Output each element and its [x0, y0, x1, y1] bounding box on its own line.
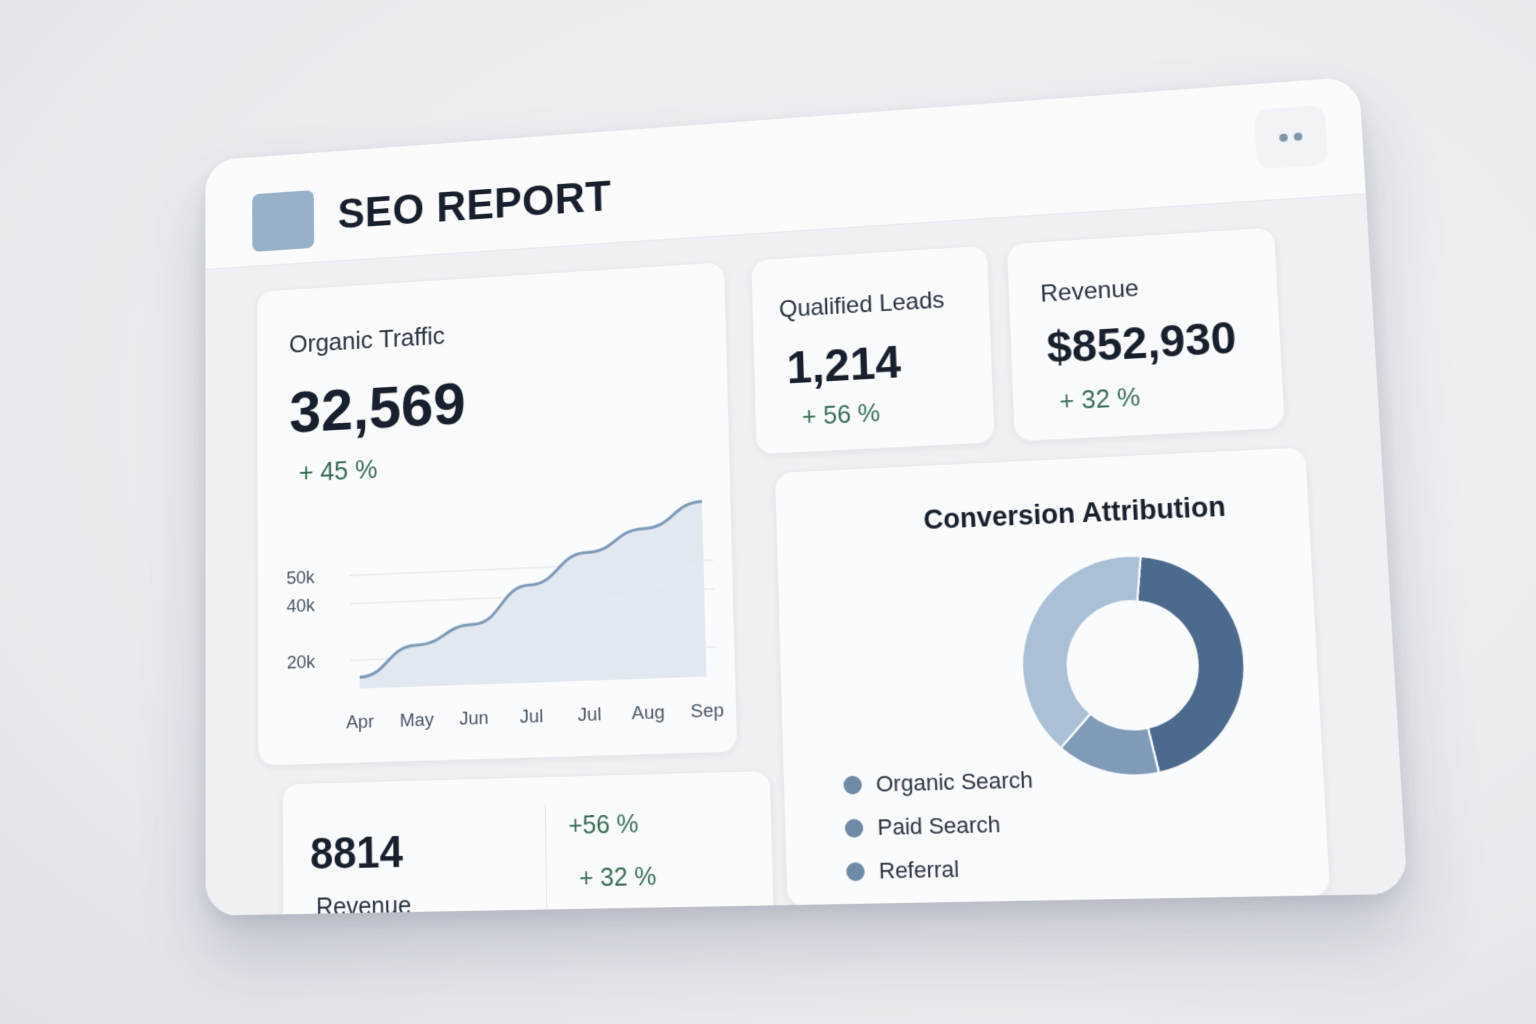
revenue-value: $852,930 — [1046, 313, 1238, 374]
summary-delta-1: +56 % — [568, 810, 639, 841]
revenue-delta: + 32 % — [1059, 383, 1141, 416]
x-tick-label: Aug — [631, 701, 665, 723]
donut-slice — [1135, 552, 1250, 773]
x-tick-label: May — [400, 709, 435, 731]
legend-item: Referral — [846, 854, 1037, 885]
x-tick-label: Sep — [690, 699, 724, 721]
legend-label-referral: Referral — [878, 856, 959, 885]
x-tick-label: Jun — [459, 707, 489, 729]
summary-divider — [545, 804, 548, 915]
x-tick-label: Jul — [520, 705, 544, 727]
summary-card: 8814 Revenue +56 % + 32 % — [282, 770, 776, 916]
qualified-leads-delta: + 56 % — [802, 399, 881, 432]
qualified-leads-card: Qualified Leads 1,214 + 56 % — [750, 245, 995, 456]
conversion-title: Conversion Attribution — [923, 491, 1226, 536]
organic-traffic-card: Organic Traffic 32,569 + 45 % 20k 40k 50k A… — [256, 261, 738, 766]
legend-label-paid: Paid Search — [877, 811, 1001, 841]
summary-delta-2: + 32 % — [579, 862, 657, 893]
legend-item: Organic Search — [843, 767, 1033, 799]
report-window: SEO REPORT Organic Traffic 32,569 + 45 %… — [205, 76, 1407, 915]
y-tick-label: 50k — [286, 566, 315, 588]
organic-traffic-delta: + 45 % — [299, 455, 378, 489]
qualified-leads-value: 1,214 — [786, 335, 902, 395]
traffic-area — [358, 502, 706, 689]
revenue-card: Revenue $852,930 + 32 % — [1006, 226, 1286, 442]
y-tick-label: 20k — [287, 651, 316, 673]
summary-label: Revenue — [316, 892, 411, 916]
donut-slice — [1018, 555, 1150, 749]
conversion-legend: Organic Search Paid Search Referral — [843, 767, 1038, 902]
x-tick-label: Apr — [346, 711, 374, 733]
more-menu-button[interactable] — [1254, 105, 1328, 170]
page-title: SEO REPORT — [338, 173, 612, 239]
legend-item: Paid Search — [845, 810, 1036, 841]
y-tick-label: 40k — [287, 594, 316, 616]
organic-traffic-label: Organic Traffic — [289, 321, 445, 360]
legend-label-organic: Organic Search — [876, 767, 1034, 798]
dashboard-content: Organic Traffic 32,569 + 45 % 20k 40k 50k A… — [205, 194, 1407, 915]
x-tick-label: Jul — [578, 703, 602, 725]
more-dots-icon — [1294, 132, 1303, 141]
logo — [252, 190, 314, 252]
summary-value: 8814 — [310, 828, 403, 880]
legend-dot-icon — [843, 776, 862, 795]
organic-traffic-value: 32,569 — [289, 369, 466, 446]
legend-dot-icon — [846, 862, 865, 881]
organic-traffic-chart: 20k 40k 50k Apr May Jun Jul Jul Aug Sep — [284, 486, 727, 740]
conversion-donut-chart — [1008, 542, 1260, 788]
legend-dot-icon — [845, 819, 864, 838]
more-dots-icon — [1279, 133, 1288, 142]
conversion-attribution-card: Conversion Attribution Organic Search Pa… — [774, 446, 1331, 907]
qualified-leads-label: Qualified Leads — [779, 287, 945, 324]
revenue-label: Revenue — [1040, 275, 1139, 309]
